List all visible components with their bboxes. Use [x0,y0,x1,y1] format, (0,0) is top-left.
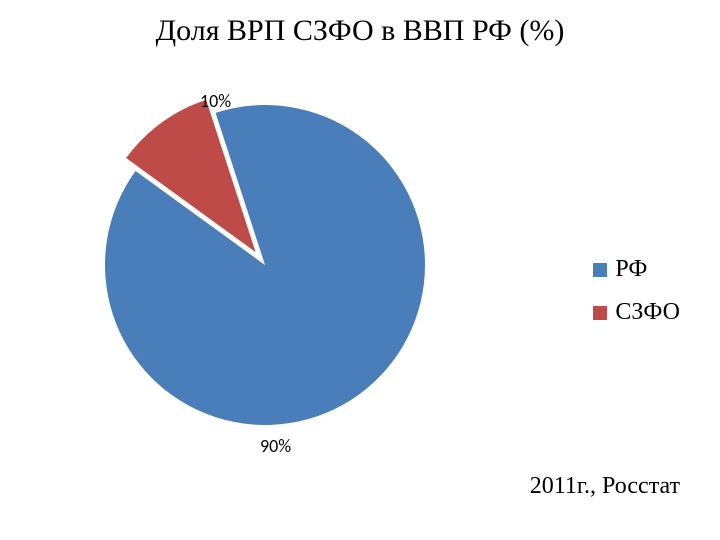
legend: РФ СЗФО [593,240,680,342]
legend-item-rf: РФ [593,256,680,283]
legend-item-szfo: СЗФО [593,299,680,326]
legend-label-rf: РФ [615,256,647,283]
legend-swatch-rf [593,263,607,277]
slice-label-rf: 90% [260,435,291,457]
legend-label-szfo: СЗФО [615,299,680,326]
pie-chart: 10% 90% [100,100,430,430]
legend-swatch-szfo [593,306,607,320]
slice-label-szfo: 10% [200,90,231,112]
chart-caption: 2011г., Росстат [530,473,680,500]
chart-stage: Доля ВРП СЗФО в ВВП РФ (%) 10% 90% РФ СЗ… [0,0,720,540]
chart-title: Доля ВРП СЗФО в ВВП РФ (%) [0,14,720,47]
pie-svg [100,100,430,430]
